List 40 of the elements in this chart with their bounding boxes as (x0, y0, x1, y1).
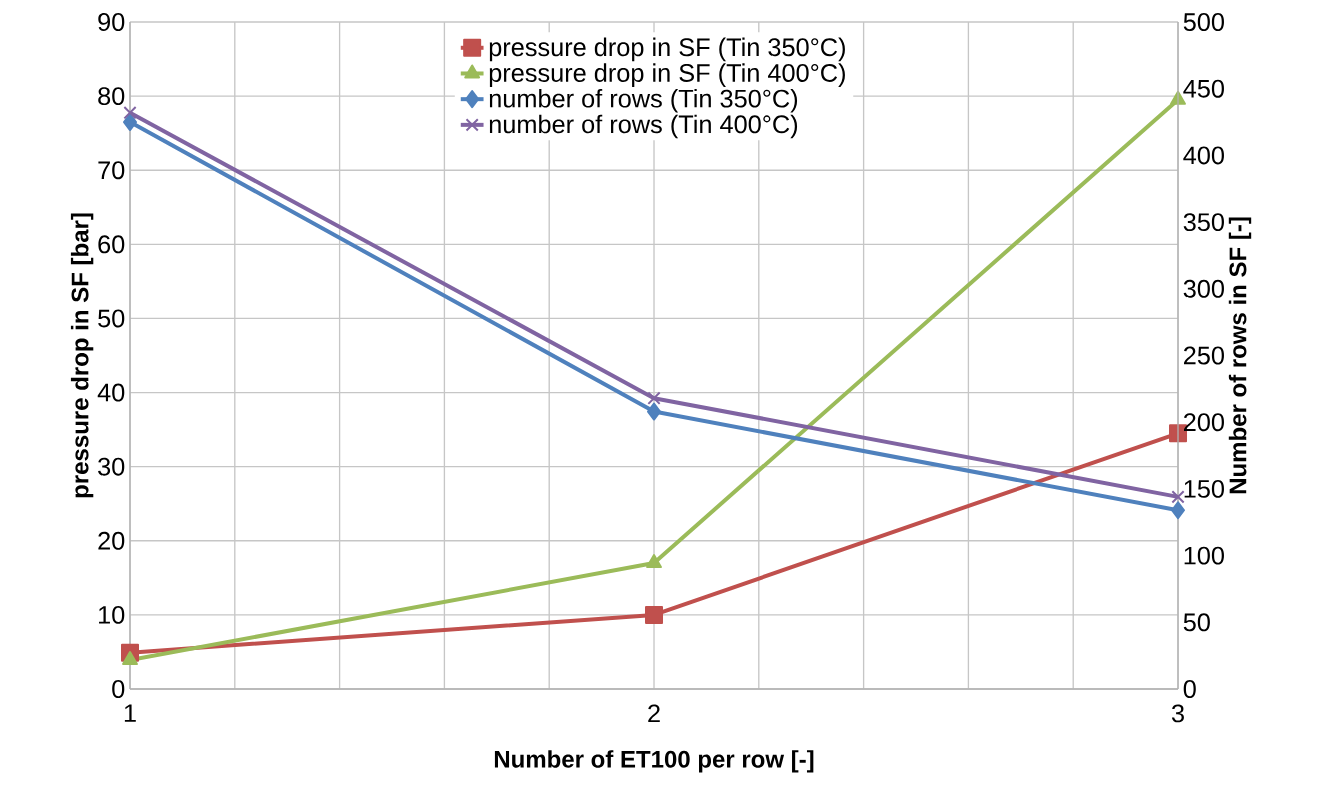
point (646, 554, 662, 569)
point (1171, 501, 1186, 520)
legend-label: pressure drop in SF (Tin 400°C) (489, 63, 845, 87)
y2-tick-label: 250 (1184, 346, 1224, 365)
y2-tick-label: 450 (1183, 79, 1224, 98)
point (647, 391, 661, 405)
y-axis-title: pressure drop in SF [bar] (70, 213, 94, 498)
legend-label: number of rows (Tin 350°C) (489, 88, 798, 113)
y2-tick-label: 100 (1184, 546, 1224, 565)
y2-tick-label: 500 (1183, 13, 1224, 31)
x-tick-label: 1 (124, 704, 136, 722)
y2-axis-title: Number of rows in SF [-] (1228, 217, 1252, 494)
legend-label: number of rows (Tin 400°C) (489, 114, 798, 139)
x-axis-title: Number of ET100 per row [-] (494, 750, 814, 773)
point (123, 106, 137, 120)
y2-tick-label: 300 (1183, 279, 1224, 298)
y-tick-label: 70 (98, 161, 125, 180)
y-tick-label: 50 (98, 309, 125, 328)
y-tick-label: 90 (98, 13, 125, 31)
y-tick-label: 0 (112, 680, 125, 698)
y2-tick-label: 150 (1184, 479, 1224, 498)
point (122, 651, 138, 666)
y-tick-label: 10 (99, 605, 125, 624)
legend-label: pressure drop in SF (Tin 350°C) (489, 37, 845, 62)
y-tick-label: 60 (98, 235, 125, 254)
y-tick-label: 40 (97, 383, 125, 402)
y2-tick-label: 0 (1183, 680, 1196, 698)
point (123, 113, 138, 132)
point (645, 605, 664, 624)
x-tick-label: 2 (648, 704, 660, 723)
y-tick-label: 80 (98, 87, 125, 106)
y2-tick-label: 50 (1183, 613, 1210, 632)
y2-tick-label: 350 (1183, 213, 1224, 232)
point (1171, 490, 1185, 504)
x-tick-label: 3 (1171, 704, 1184, 723)
point (647, 402, 662, 421)
y-tick-label: 30 (98, 457, 125, 476)
y-tick-label: 20 (98, 531, 125, 550)
y2-tick-label: 200 (1184, 413, 1224, 432)
y2-tick-label: 400 (1183, 146, 1224, 165)
